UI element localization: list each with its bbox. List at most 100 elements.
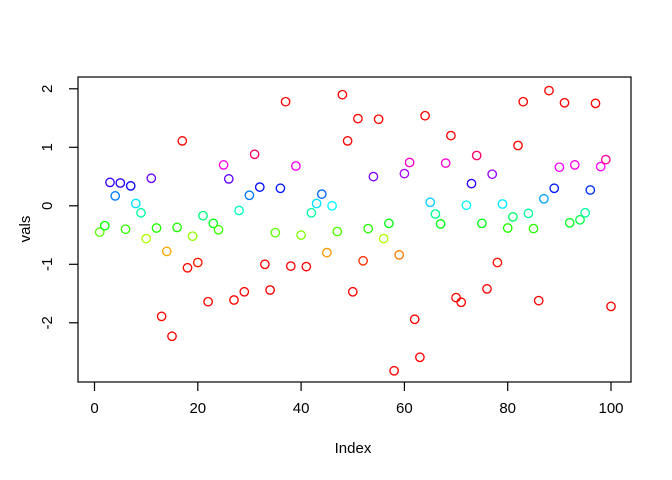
data-point (539, 193, 549, 204)
data-point (487, 169, 498, 180)
data-point (218, 160, 229, 170)
data-point (120, 224, 131, 235)
data-point (249, 149, 260, 160)
data-point (342, 136, 353, 146)
data-point (456, 297, 467, 308)
data-point (177, 136, 188, 146)
data-point (239, 286, 250, 297)
data-point (580, 207, 591, 218)
x-tick-label: 80 (499, 400, 516, 417)
data-point (322, 247, 332, 258)
data-point (285, 261, 296, 271)
data-point (420, 110, 430, 121)
y-axis-label: vals (17, 216, 34, 243)
data-point (327, 200, 337, 211)
data-point (559, 97, 570, 108)
data-point (301, 261, 312, 272)
y-axis-ticks: -2 -1 0 1 2 (39, 85, 78, 329)
data-point (311, 198, 322, 209)
data-point (368, 171, 379, 182)
data-point (569, 160, 580, 170)
data-point (404, 157, 415, 168)
data-point (373, 114, 384, 125)
data-point (306, 207, 317, 218)
data-point (409, 314, 420, 325)
y-tick-label: 2 (39, 85, 56, 93)
y-tick-label: 1 (39, 143, 56, 151)
data-point (347, 286, 358, 297)
data-point (528, 223, 539, 234)
data-point (554, 162, 565, 173)
data-point (332, 226, 343, 237)
data-point (296, 230, 306, 240)
data-point (502, 223, 513, 233)
data-point (280, 96, 291, 107)
data-point (182, 262, 193, 273)
data-point (291, 161, 301, 171)
data-point (229, 295, 239, 305)
data-point (508, 212, 518, 222)
data-point (461, 200, 472, 211)
data-point (363, 223, 374, 234)
data-point (198, 210, 208, 221)
data-point (316, 189, 327, 199)
data-point (544, 85, 554, 96)
data-point (492, 257, 503, 268)
data-point (136, 207, 146, 218)
data-point (389, 365, 399, 376)
data-point (466, 178, 477, 189)
x-tick-label: 40 (293, 400, 310, 417)
data-point (482, 284, 492, 294)
data-point (394, 250, 405, 260)
data-point (549, 183, 560, 194)
data-point (223, 174, 234, 184)
data-point (590, 98, 601, 109)
data-point (384, 218, 394, 229)
data-point (172, 222, 182, 233)
data-point (244, 190, 255, 201)
data-point (234, 205, 244, 216)
data-point (141, 233, 152, 244)
data-point (564, 217, 575, 228)
data-point (115, 178, 126, 188)
data-point (110, 191, 121, 201)
data-point (99, 220, 110, 231)
data-point (477, 218, 487, 229)
data-point (156, 311, 167, 322)
data-point (523, 208, 534, 219)
data-point (440, 158, 451, 168)
data-point (585, 185, 596, 195)
data-point (270, 227, 281, 238)
y-tick-label: -2 (39, 316, 56, 329)
plot-area-border (77, 76, 632, 383)
x-tick-label: 100 (598, 400, 623, 417)
data-point (254, 182, 265, 192)
data-point (161, 246, 172, 257)
data-point (105, 177, 115, 188)
data-point (353, 113, 363, 124)
data-point (125, 181, 136, 191)
data-point (595, 161, 606, 172)
data-point (430, 209, 441, 219)
x-axis-ticks: 0 20 40 60 80 100 (90, 382, 624, 417)
data-point (378, 233, 389, 244)
data-point (260, 259, 270, 270)
data-point (415, 352, 425, 363)
data-point (337, 89, 348, 100)
data-point (213, 224, 224, 235)
data-point (435, 219, 446, 229)
data-point (425, 197, 436, 208)
data-point (497, 199, 508, 209)
data-point (513, 140, 523, 151)
data-point (606, 301, 616, 312)
data-point (575, 214, 585, 225)
data-point (265, 285, 275, 295)
data-point (203, 296, 213, 307)
data-point (151, 223, 162, 233)
data-point (192, 257, 203, 268)
data-point (533, 295, 544, 306)
data-points (94, 85, 616, 376)
data-point (518, 96, 529, 107)
data-point (600, 154, 611, 165)
